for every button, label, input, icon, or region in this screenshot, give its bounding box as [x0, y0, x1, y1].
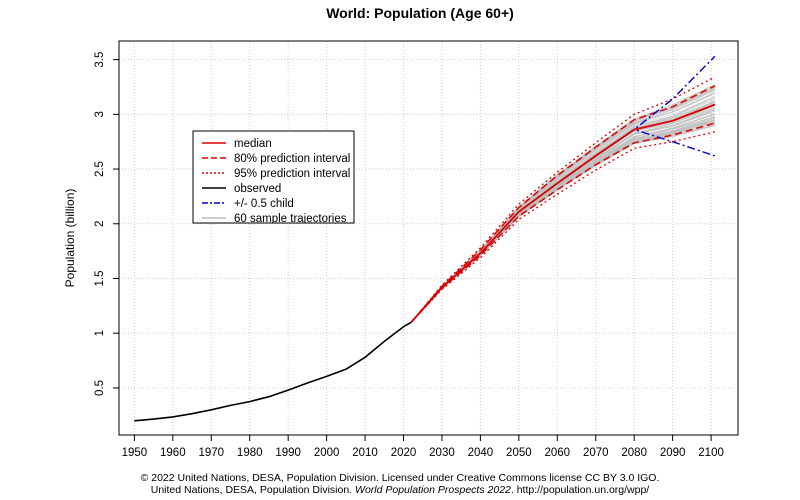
legend-label: observed: [234, 183, 281, 195]
y-axis-label: Population (billion): [63, 189, 77, 288]
footer-citation-prefix: United Nations, DESA, Population Divisio…: [150, 484, 356, 496]
sample-trajectory: [410, 119, 716, 323]
y-tick-label: 3.5: [94, 52, 106, 68]
x-tick-label: 1980: [237, 447, 263, 459]
sample-trajectory: [410, 113, 716, 323]
footer-citation-suffix: . http://population.un.org/wpp/: [510, 484, 650, 496]
x-tick-label: 2000: [314, 447, 340, 459]
x-tick-label: 2020: [391, 447, 417, 459]
sample-trajectory: [410, 123, 715, 323]
series-line-95-prediction-interval-lower: [410, 131, 716, 323]
x-tick-label: 1960: [160, 447, 186, 459]
series-line-0-5-child: [410, 128, 716, 323]
y-tick-label: 0.5: [94, 380, 106, 396]
sample-trajectory: [410, 110, 716, 323]
x-tick-label: 2060: [545, 447, 571, 459]
x-tick-label: 2030: [429, 447, 455, 459]
sample-trajectory: [410, 93, 716, 323]
legend-label: 95% prediction interval: [234, 168, 350, 180]
sample-trajectory: [410, 119, 716, 323]
x-tick-label: 2080: [621, 447, 647, 459]
legend-label: +/- 0.5 child: [234, 198, 294, 210]
plot-frame: [118, 40, 739, 436]
x-tick-label: 2090: [660, 447, 686, 459]
sample-trajectory: [410, 114, 716, 323]
footer-citation: United Nations, DESA, Population Divisio…: [0, 484, 800, 496]
x-tick-label: 1950: [122, 447, 148, 459]
sample-trajectory: [410, 116, 716, 323]
sample-trajectory: [410, 105, 716, 323]
chart-title: World: Population (Age 60+): [326, 5, 514, 21]
series-line-0-5-child: [410, 55, 716, 323]
y-axis: 0.5 1 1.5 2 2.5 3 3.5: [94, 52, 119, 396]
sample-trajectory: [410, 84, 716, 323]
sample-trajectory: [410, 106, 716, 323]
series-line-median: [410, 103, 716, 323]
y-tick-label: 1.5: [94, 270, 106, 286]
x-tick-label: 2070: [583, 447, 609, 459]
footer-citation-title: World Population Prospects 2022: [355, 484, 511, 496]
population-chart: World: Population (Age 60+) 1950 1960 1970…: [63, 5, 739, 459]
x-axis: 1950 1960 1970 1980 1990 2000 2010 2020 2030 2040…: [122, 435, 724, 459]
series-line-95-prediction-interval-upper: [410, 76, 716, 323]
x-tick-label: 2050: [506, 447, 532, 459]
footer-license: © 2022 United Nations, DESA, Population …: [140, 472, 660, 484]
sample-trajectory: [410, 119, 715, 323]
y-tick-label: 2.5: [94, 161, 106, 177]
sample-trajectory: [410, 109, 716, 323]
sample-trajectory: [410, 120, 716, 323]
sample-trajectory: [410, 116, 715, 323]
series-line-80-prediction-interval-lower: [410, 122, 716, 323]
sample-trajectory: [410, 95, 716, 323]
series-line-observed: [134, 321, 412, 422]
y-tick-label: 2: [94, 221, 106, 227]
y-tick-label: 1: [94, 330, 106, 336]
footer-credits: © 2022 United Nations, DESA, Population …: [0, 472, 800, 496]
sample-trajectory: [410, 105, 716, 323]
sample-trajectory: [410, 115, 716, 323]
sample-trajectory: [410, 121, 715, 323]
sample-trajectory: [410, 120, 715, 323]
x-tick-label: 2100: [698, 447, 724, 459]
x-tick-label: 2010: [352, 447, 378, 459]
sample-trajectory: [410, 120, 716, 323]
sample-trajectory: [410, 113, 716, 323]
legend: median 80% prediction interval 95% predict…: [192, 130, 355, 225]
sample-trajectory: [410, 87, 716, 323]
sample-trajectory: [410, 105, 716, 323]
x-tick-label: 1990: [275, 447, 301, 459]
sample-trajectories: [410, 84, 716, 323]
sample-trajectory: [410, 113, 716, 323]
sample-trajectory: [410, 89, 716, 323]
sample-trajectory: [410, 109, 716, 323]
grid: [119, 41, 738, 435]
legend-label: median: [234, 138, 272, 150]
sample-trajectory: [410, 116, 716, 323]
legend-label: 60 sample trajectories: [234, 213, 347, 225]
legend-label: 80% prediction interval: [234, 153, 350, 165]
x-tick-label: 2040: [468, 447, 494, 459]
sample-trajectory: [410, 122, 715, 323]
sample-trajectory: [410, 117, 716, 323]
x-tick-label: 1970: [198, 447, 224, 459]
sample-trajectory: [410, 117, 716, 323]
legend-box: [192, 130, 355, 224]
series-lines: [134, 55, 716, 422]
y-tick-label: 3: [94, 111, 106, 117]
